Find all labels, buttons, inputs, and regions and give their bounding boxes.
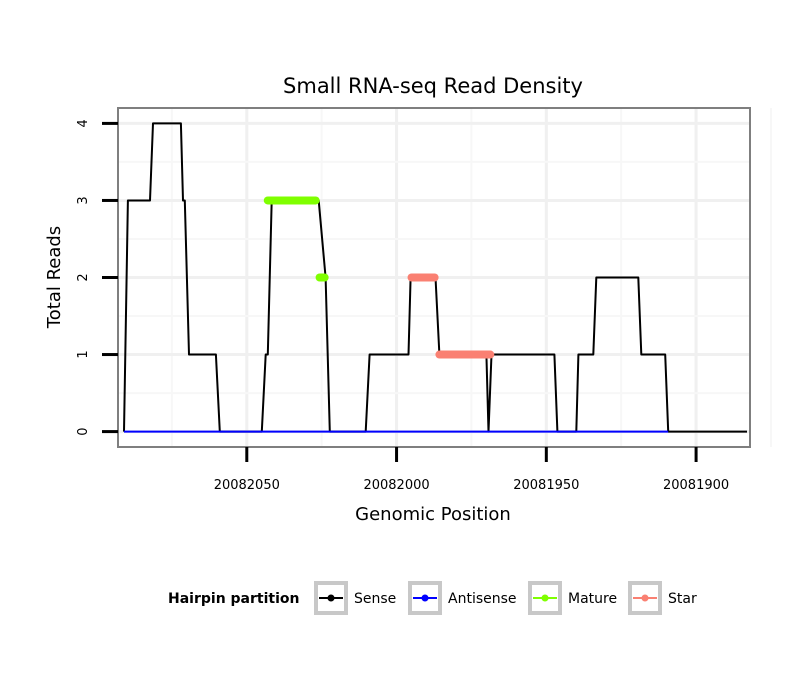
legend-label-antisense: Antisense: [448, 591, 517, 607]
x-tick-label: 20081900: [663, 478, 729, 493]
series-sense-line: [123, 122, 747, 433]
legend-dot-antisense: [421, 594, 429, 602]
x-tick-label: 20082000: [363, 478, 429, 493]
y-tick-label: 4: [76, 119, 91, 127]
legend-label-mature: Mature: [568, 591, 617, 607]
x-tick-label: 20082050: [214, 478, 280, 493]
legend-dot-star: [641, 594, 649, 602]
chart-title: Small RNA-seq Read Density: [283, 74, 583, 98]
y-tick-label: 1: [76, 350, 91, 358]
legend-dot-sense: [327, 594, 335, 602]
legend-dot-mature: [541, 594, 549, 602]
axes: 20082050 20082000 20081950 20081900 0 1 2 3 4: [76, 119, 729, 493]
legend-label-sense: Sense: [354, 591, 396, 607]
y-tick-label: 0: [76, 427, 91, 435]
legend: Hairpin partition Sense Antisense Mature St…: [168, 581, 697, 615]
x-tick-label: 20081950: [513, 478, 579, 493]
y-axis-label: Total Reads: [44, 226, 65, 329]
y-tick-label: 3: [76, 196, 91, 204]
legend-title: Hairpin partition: [168, 591, 299, 607]
legend-label-star: Star: [668, 591, 697, 607]
y-tick-label: 2: [76, 273, 91, 281]
x-axis-label: Genomic Position: [355, 504, 511, 525]
series-layer: [123, 122, 747, 433]
